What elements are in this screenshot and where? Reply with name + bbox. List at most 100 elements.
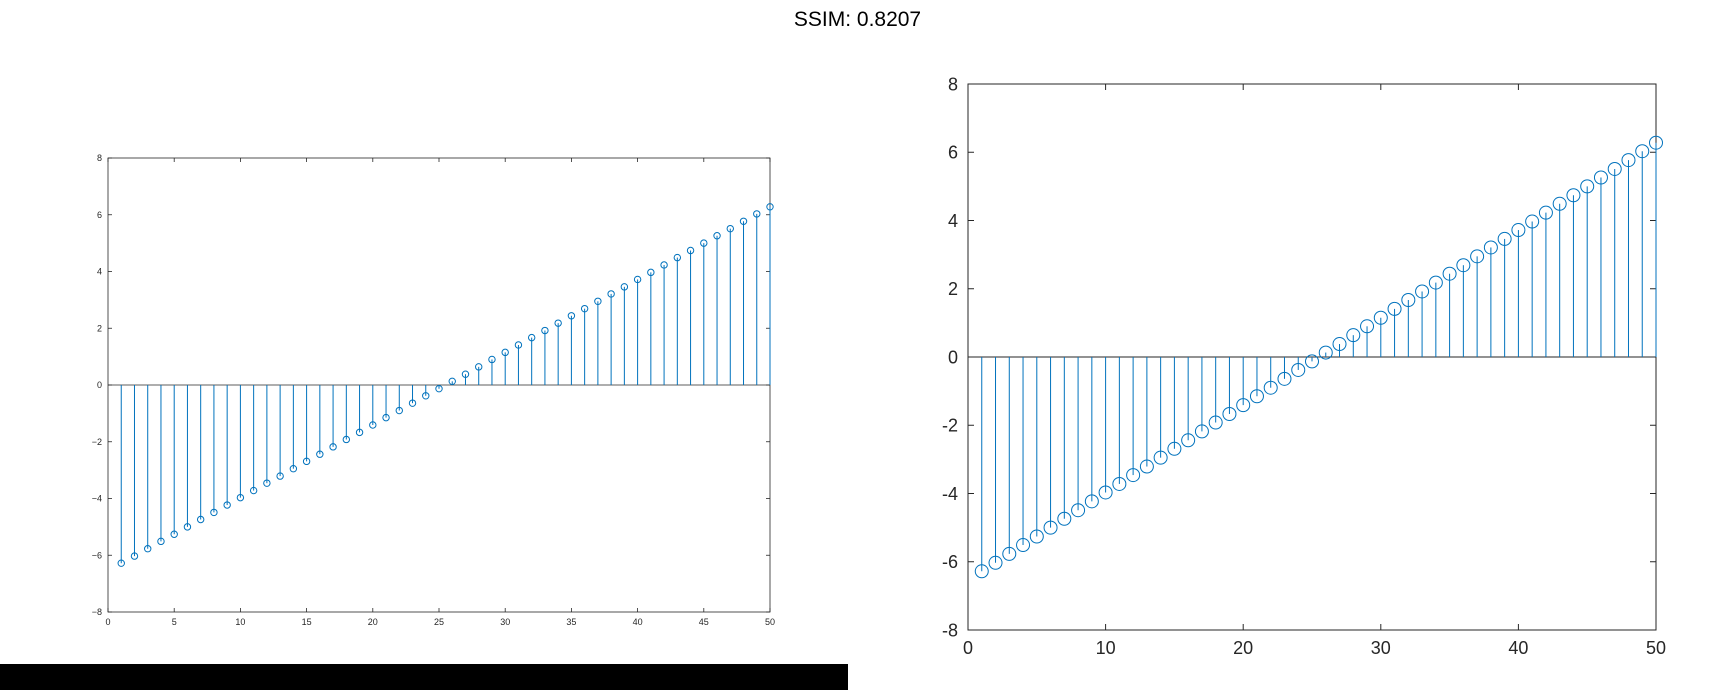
y-tick-label: -8 [942, 620, 958, 640]
y-tick-label: −2 [92, 437, 102, 447]
stem-marker [1470, 249, 1485, 264]
stem-marker [620, 283, 629, 291]
stem-marker [395, 406, 403, 415]
stem-marker [1305, 354, 1319, 369]
x-tick-label: 40 [633, 617, 643, 627]
stem-marker [1167, 441, 1182, 456]
stem-marker [1153, 450, 1168, 465]
stem-marker [514, 341, 523, 349]
stem-marker [1538, 205, 1553, 220]
stem-marker [461, 370, 470, 378]
stem-marker [1277, 371, 1292, 386]
stem-marker [157, 537, 165, 546]
stem-marker [766, 203, 774, 211]
y-tick-label: 4 [97, 267, 102, 277]
stem-marker [527, 333, 536, 342]
x-tick-label: 5 [172, 617, 177, 627]
y-tick-label: 8 [97, 153, 102, 163]
x-tick-label: 30 [1371, 638, 1391, 658]
y-tick-label: 0 [948, 347, 958, 367]
stem-marker [1291, 362, 1306, 377]
stem-marker [541, 326, 549, 335]
stem-marker [1263, 380, 1278, 395]
stem-marker [183, 523, 192, 531]
stem-marker [289, 465, 298, 473]
stem-marker [144, 545, 152, 553]
x-tick-label: 20 [1233, 638, 1253, 658]
stem-marker [1084, 494, 1099, 509]
stem-marker [1318, 345, 1333, 360]
stem-marker [276, 472, 284, 480]
stem-marker [1139, 459, 1154, 474]
x-tick-label: 25 [434, 617, 444, 627]
stem-marker [1236, 398, 1251, 413]
y-tick-label: 0 [97, 380, 102, 390]
stem-marker [1442, 266, 1457, 281]
x-tick-label: 10 [235, 617, 245, 627]
stem-marker [1649, 135, 1663, 150]
stem-marker [196, 515, 205, 524]
stem-marker [726, 224, 734, 233]
x-tick-label: 0 [105, 617, 110, 627]
stem-marker [1387, 301, 1402, 316]
stem-marker [475, 363, 483, 371]
stem-marker [607, 290, 615, 298]
stem-marker [1566, 188, 1581, 203]
stem-marker [1415, 284, 1430, 299]
x-tick-label: 50 [765, 617, 775, 627]
stem-marker [1525, 214, 1540, 229]
page-title: SSIM: 0.8207 [793, 8, 922, 31]
stem-marker [501, 348, 509, 357]
stem-marker [249, 486, 258, 495]
stem-marker [342, 435, 351, 444]
stem-marker [713, 232, 721, 240]
stem-marker [422, 392, 430, 400]
stem-marker [488, 355, 496, 364]
y-tick-label: 4 [948, 211, 958, 231]
stem-marker [1043, 520, 1058, 535]
stem-marker [1428, 275, 1443, 290]
stem-marker [1098, 485, 1113, 500]
stem-marker [1552, 196, 1567, 211]
y-tick-label: 6 [97, 210, 102, 220]
stem-marker [660, 261, 668, 269]
stem-marker [567, 312, 576, 320]
stem-marker [302, 457, 311, 466]
y-tick-label: −4 [92, 494, 102, 504]
stem-marker [1621, 153, 1636, 168]
stem-marker [435, 384, 443, 393]
stem-marker [1580, 179, 1595, 194]
stem-marker [170, 530, 178, 538]
stem-marker [647, 268, 655, 277]
stem-marker [1483, 240, 1498, 255]
y-tick-label: −6 [92, 550, 102, 560]
stem-marker [1511, 223, 1526, 238]
stem-marker [1194, 424, 1209, 439]
stem-marker [117, 559, 125, 567]
stem-marker [686, 246, 695, 255]
stem-marker [408, 399, 417, 407]
stem-marker [673, 253, 682, 262]
stem-marker [1112, 476, 1127, 491]
y-tick-label: -4 [942, 484, 958, 504]
stem-marker [130, 552, 139, 560]
stem-marker [1222, 406, 1237, 421]
stem-marker [1360, 319, 1375, 334]
stem-marker [1181, 433, 1196, 448]
stem-marker [210, 508, 218, 517]
stem-marker [223, 501, 231, 509]
stem-marker [355, 428, 364, 437]
stem-marker [1607, 161, 1622, 176]
stem-marker [1071, 503, 1086, 518]
stem-marker [700, 239, 708, 247]
y-tick-label: 6 [948, 143, 958, 163]
stem-marker [633, 275, 642, 284]
x-tick-label: 0 [963, 638, 973, 658]
stem-marker [1401, 293, 1416, 308]
x-tick-label: 35 [566, 617, 576, 627]
stem-marker [1126, 468, 1141, 483]
stem-marker [1249, 389, 1264, 404]
y-tick-label: -6 [942, 552, 958, 572]
